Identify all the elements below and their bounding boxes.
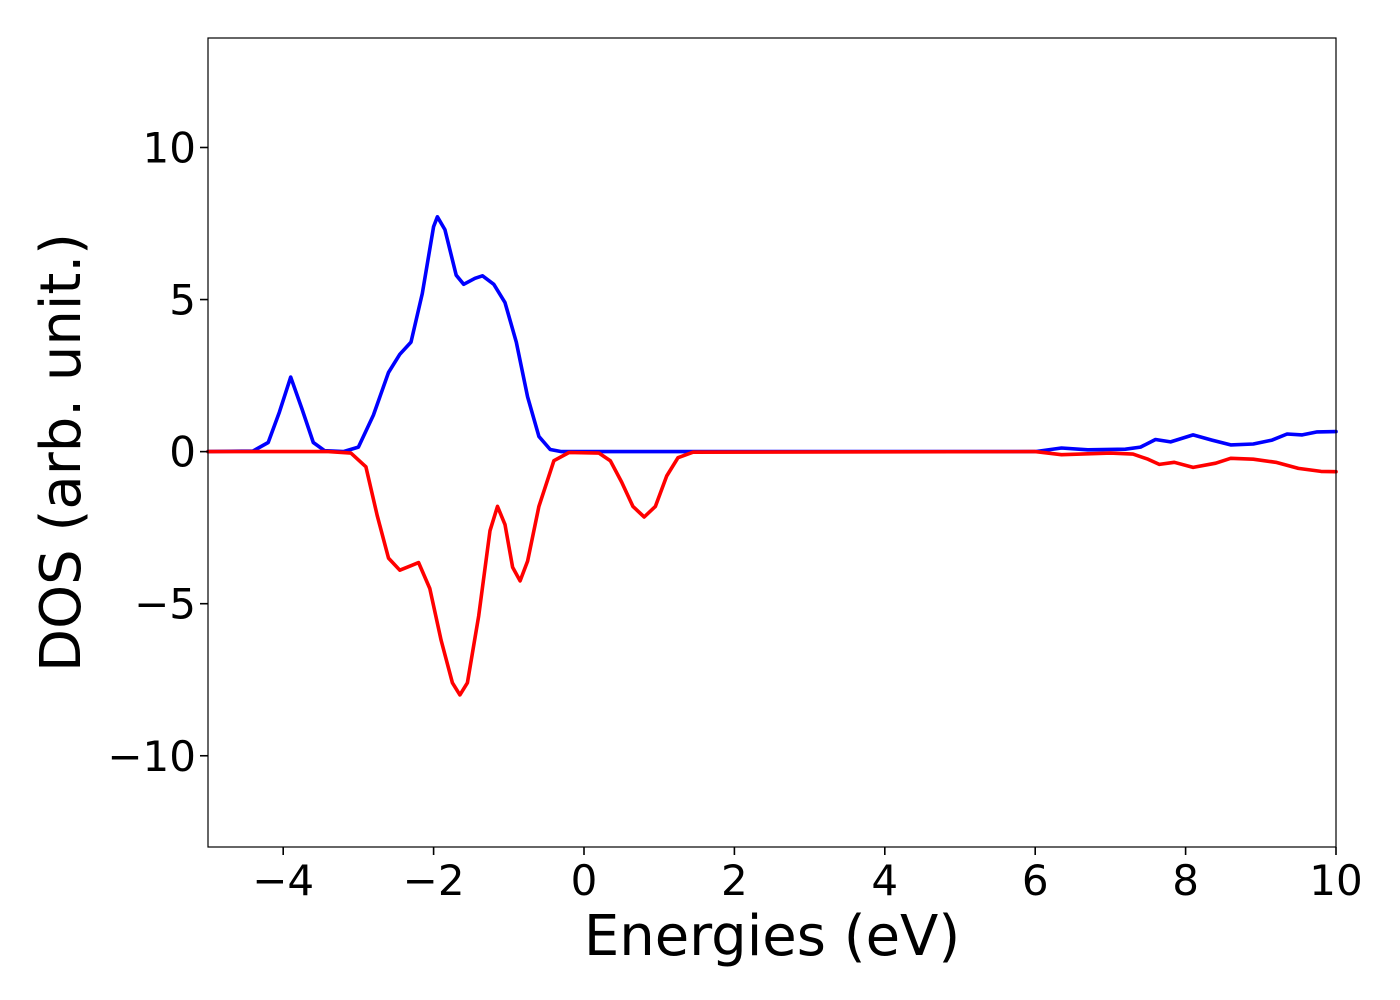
- x-tick-label: 10: [1309, 856, 1362, 905]
- x-axis: −4 −2 0 2 4 6 8 10: [252, 847, 1363, 905]
- x-tick-label: 6: [1022, 856, 1049, 905]
- x-tick-label: 2: [721, 856, 748, 905]
- y-tick-label: −5: [134, 580, 196, 629]
- y-tick-label: 5: [169, 276, 196, 325]
- x-tick-label: 8: [1172, 856, 1199, 905]
- x-tick-label: −4: [252, 856, 314, 905]
- y-tick-label: 0: [169, 428, 196, 477]
- y-axis: 10 5 0 −5 −10: [107, 123, 208, 781]
- y-tick-label: −10: [107, 732, 196, 781]
- x-tick-label: 0: [571, 856, 598, 905]
- x-tick-label: −2: [403, 856, 465, 905]
- x-tick-label: 4: [871, 856, 898, 905]
- series-line-1: [206, 215, 1338, 454]
- x-axis-title: Energies (eV): [584, 904, 960, 969]
- y-axis-title: DOS (arb. unit.): [29, 233, 94, 672]
- series-line-2: [206, 449, 1338, 697]
- plot-frame: [207, 37, 1337, 848]
- y-tick-label: 10: [143, 123, 196, 172]
- series-layer: [206, 215, 1338, 697]
